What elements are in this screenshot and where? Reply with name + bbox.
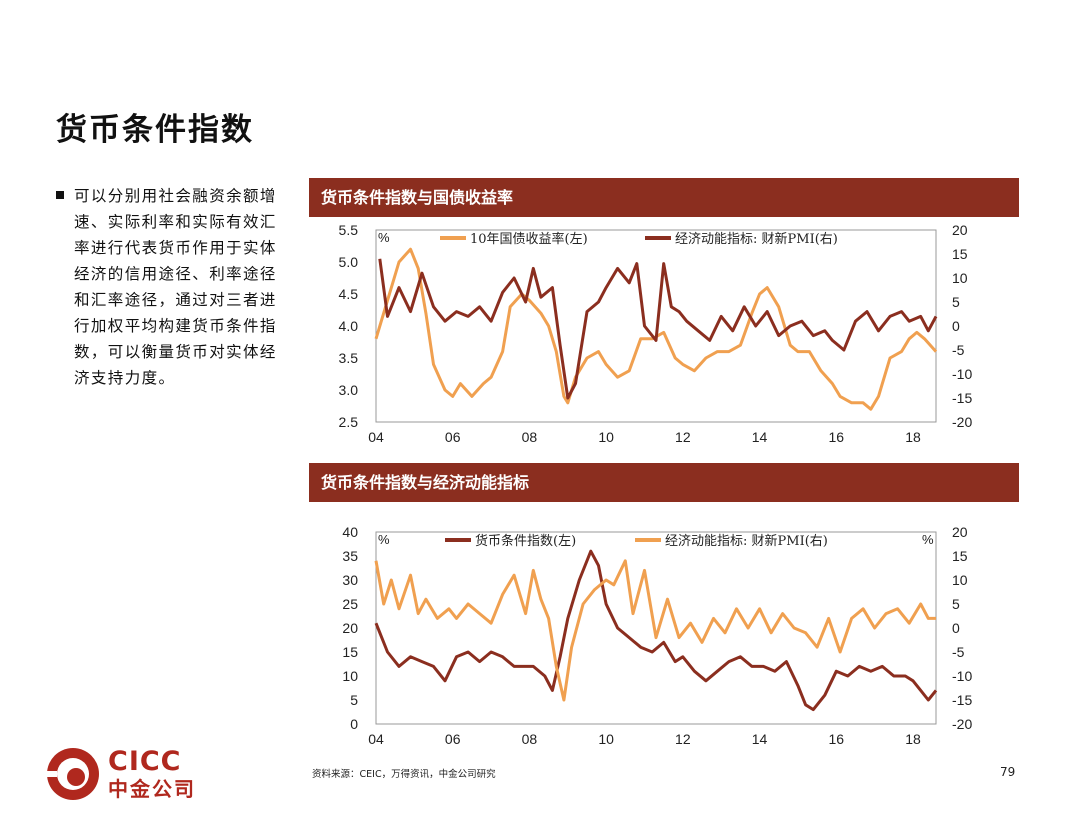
right-tick-label: 20 <box>952 524 968 540</box>
right-tick-label: -15 <box>952 692 972 708</box>
right-tick-label: -10 <box>952 668 972 684</box>
right-tick-label: 5 <box>952 596 960 612</box>
left-tick-label: 25 <box>342 596 358 612</box>
bullet-square-icon <box>56 191 64 199</box>
x-tick-label: 08 <box>522 429 538 445</box>
x-tick-label: 14 <box>752 429 768 445</box>
left-tick-label: 40 <box>342 524 358 540</box>
x-tick-label: 12 <box>675 731 691 747</box>
right-tick-label: -5 <box>952 644 965 660</box>
page-number: 79 <box>1000 765 1016 779</box>
x-tick-label: 04 <box>368 429 384 445</box>
right-tick-label: -15 <box>952 390 972 406</box>
x-tick-label: 14 <box>752 731 768 747</box>
logo-text: CICC <box>108 746 182 777</box>
right-tick-label: -20 <box>952 414 972 430</box>
left-tick-label: 30 <box>342 572 358 588</box>
x-tick-label: 18 <box>905 429 921 445</box>
bullet-text: 可以分别用社会融资余额增速、实际利率和实际有效汇率进行代表货币作用于实体经济的信… <box>74 187 277 387</box>
left-tick-label: 35 <box>342 548 358 564</box>
right-tick-label: -5 <box>952 342 965 358</box>
right-tick-label: 0 <box>952 620 960 636</box>
plot-frame <box>375 531 937 725</box>
x-tick-label: 06 <box>445 731 461 747</box>
left-tick-label: 5.0 <box>339 254 359 270</box>
left-tick-label: 0 <box>350 716 358 732</box>
left-tick-label: 4.5 <box>339 286 359 302</box>
series-line-0 <box>374 549 938 712</box>
x-tick-label: 18 <box>905 731 921 747</box>
right-unit-label: % <box>922 532 934 547</box>
left-unit-label: % <box>378 532 390 547</box>
left-tick-label: 3.5 <box>339 350 359 366</box>
chart2: 40 35 30 25 20 15 10 5 0 20 15 10 5 0 -5 -10 -15 -20 04 06 0… <box>342 524 972 747</box>
chart2-title-bar: 货币条件指数与经济动能指标 <box>309 463 1019 502</box>
left-tick-label: 3.0 <box>339 382 359 398</box>
right-tick-label: 15 <box>952 548 968 564</box>
left-tick-label: 5 <box>350 692 358 708</box>
legend-label-0: 10年国债收益率(左) <box>470 231 588 247</box>
right-tick-label: 5 <box>952 294 960 310</box>
source-note: 资料来源：CEIC，万得资讯，中金公司研究 <box>312 769 496 780</box>
left-tick-label: 20 <box>342 620 358 636</box>
left-tick-label: 4.0 <box>339 318 359 334</box>
left-tick-label: 5.5 <box>339 222 359 238</box>
right-tick-label: 10 <box>952 572 968 588</box>
x-tick-label: 16 <box>828 731 844 747</box>
x-tick-label: 10 <box>598 429 614 445</box>
right-tick-label: 0 <box>952 318 960 334</box>
chart1: 5.5 5.0 4.5 4.0 3.5 3.0 2.5 20 15 10 5 0 -5 -10 -15 -20… <box>339 222 973 445</box>
right-tick-label: -10 <box>952 366 972 382</box>
series-line-1 <box>374 559 936 702</box>
right-tick-label: 15 <box>952 246 968 262</box>
plot-frame <box>375 229 937 423</box>
x-tick-label: 12 <box>675 429 691 445</box>
legend-label-1: 经济动能指标: 财新PMI(右) <box>675 231 838 247</box>
series-line-0 <box>374 247 938 411</box>
right-tick-label: 20 <box>952 222 968 238</box>
left-unit-label: % <box>378 230 390 245</box>
x-tick-label: 06 <box>445 429 461 445</box>
cicc-logo-icon <box>45 748 99 800</box>
right-tick-label: -20 <box>952 716 972 732</box>
page-title: 货币条件指数 <box>56 112 254 148</box>
x-tick-label: 08 <box>522 731 538 747</box>
left-tick-label: 2.5 <box>339 414 359 430</box>
legend-label-1: 经济动能指标: 财新PMI(右) <box>665 533 828 549</box>
right-tick-label: 10 <box>952 270 968 286</box>
left-tick-label: 15 <box>342 644 358 660</box>
chart1-title-bar: 货币条件指数与国债收益率 <box>309 178 1019 217</box>
x-tick-label: 10 <box>598 731 614 747</box>
x-tick-label: 16 <box>828 429 844 445</box>
series-line-1 <box>378 258 938 400</box>
logo-cn-text: 中金公司 <box>108 777 196 801</box>
left-tick-label: 10 <box>342 668 358 684</box>
legend-label-0: 货币条件指数(左) <box>475 533 576 549</box>
x-tick-label: 04 <box>368 731 384 747</box>
